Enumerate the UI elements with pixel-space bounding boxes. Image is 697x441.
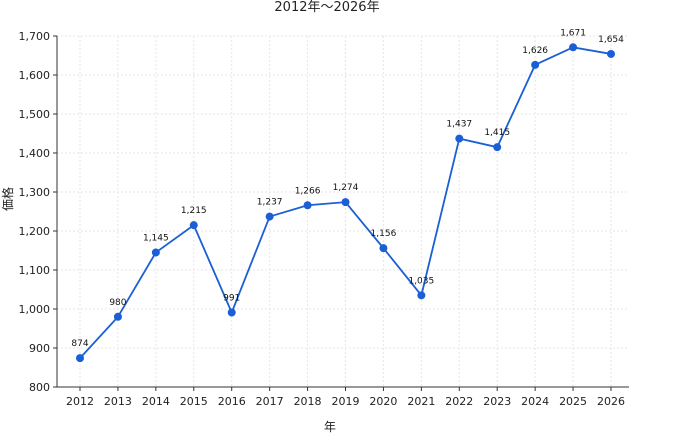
data-point bbox=[417, 291, 426, 300]
data-point bbox=[113, 312, 122, 321]
data-point bbox=[151, 248, 160, 257]
x-tick-label: 2017 bbox=[256, 395, 284, 408]
x-tick-label: 2026 bbox=[597, 395, 625, 408]
data-label: 1,415 bbox=[484, 128, 510, 138]
y-tick-label: 1,300 bbox=[19, 186, 51, 199]
data-point bbox=[303, 201, 312, 210]
data-label: 1,626 bbox=[522, 46, 548, 56]
y-tick-label: 1,200 bbox=[19, 225, 51, 238]
data-label: 980 bbox=[109, 298, 126, 308]
y-tick-label: 1,500 bbox=[19, 108, 51, 121]
data-point bbox=[531, 60, 540, 69]
y-tick-label: 800 bbox=[29, 381, 50, 394]
x-tick-label: 2013 bbox=[104, 395, 132, 408]
data-point bbox=[607, 49, 615, 58]
y-tick-label: 1,600 bbox=[19, 69, 51, 82]
x-axis-title: 年 bbox=[324, 420, 336, 434]
data-label: 1,035 bbox=[408, 276, 434, 286]
data-label: 1,237 bbox=[257, 198, 283, 208]
data-label: 1,274 bbox=[333, 183, 359, 193]
y-axis-title: 価格 bbox=[0, 187, 15, 211]
data-label: 1,156 bbox=[371, 229, 397, 239]
data-label: 1,671 bbox=[560, 28, 586, 38]
x-tick-label: 2023 bbox=[483, 395, 511, 408]
data-label: 1,437 bbox=[446, 120, 472, 130]
data-point bbox=[265, 212, 274, 221]
ticks-layer: 800 900 1,000 1,100 1,200 1,300 1,400 1,500 1,60… bbox=[19, 30, 626, 408]
x-tick-label: 2024 bbox=[521, 395, 549, 408]
y-tick-label: 1,400 bbox=[19, 147, 51, 160]
x-tick-label: 2012 bbox=[66, 395, 94, 408]
y-tick-label: 1,100 bbox=[19, 264, 51, 277]
data-point bbox=[569, 43, 578, 52]
x-tick-label: 2025 bbox=[559, 395, 587, 408]
x-tick-label: 2022 bbox=[445, 395, 473, 408]
y-tick-label: 1,700 bbox=[19, 30, 51, 43]
data-label: 1,215 bbox=[181, 206, 207, 216]
x-tick-label: 2020 bbox=[369, 395, 397, 408]
chart-title: 2012年～2026年 bbox=[274, 0, 379, 15]
x-tick-label: 2019 bbox=[332, 395, 360, 408]
data-label: 874 bbox=[71, 339, 88, 349]
y-tick-label: 1,000 bbox=[19, 303, 51, 316]
data-labels-layer: 874 980 1,145 1,215 991 1,237 1,266 1,274 1,156 1… bbox=[71, 28, 624, 349]
data-label: 991 bbox=[223, 294, 240, 304]
data-point bbox=[455, 134, 464, 143]
data-point bbox=[76, 354, 84, 363]
x-tick-label: 2021 bbox=[407, 395, 435, 408]
series-layer bbox=[76, 43, 615, 363]
data-label: 1,654 bbox=[598, 35, 624, 45]
data-point bbox=[227, 308, 236, 317]
x-tick-label: 2016 bbox=[218, 395, 246, 408]
data-point bbox=[189, 221, 198, 230]
data-label: 1,266 bbox=[295, 186, 321, 196]
y-tick-label: 900 bbox=[29, 342, 50, 355]
grid-layer bbox=[57, 35, 629, 387]
x-tick-label: 2015 bbox=[180, 395, 208, 408]
data-point bbox=[493, 143, 502, 152]
x-tick-label: 2018 bbox=[294, 395, 322, 408]
data-point bbox=[379, 244, 388, 253]
axes-layer bbox=[56, 36, 629, 388]
x-tick-label: 2014 bbox=[142, 395, 170, 408]
data-point bbox=[341, 198, 350, 207]
data-label: 1,145 bbox=[143, 233, 169, 243]
